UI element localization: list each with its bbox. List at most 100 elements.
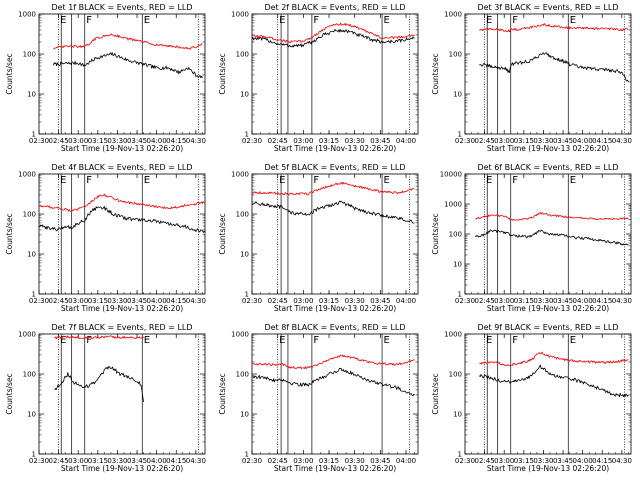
y-tick-label: 1000	[18, 331, 36, 339]
lld-series-line	[475, 211, 629, 221]
chart-title: Det 6f BLACK = Events, RED = LLD	[477, 163, 618, 172]
x-tick-label: 02:45	[49, 457, 69, 465]
plot-frame	[251, 333, 419, 455]
y-tick-label: 10	[27, 251, 36, 259]
y-tick-label: 10	[27, 411, 36, 419]
event-marker-label: E	[60, 15, 66, 26]
x-tick-label: 04:15	[592, 297, 612, 305]
x-tick-label: 03:15	[88, 137, 108, 145]
x-tick-label: 04:30	[186, 297, 206, 305]
y-tick-label: 100	[23, 211, 36, 219]
events-series-line	[251, 28, 415, 48]
detector-panel: Det 2f BLACK = Events, RED = LLD 1 10 100 10…	[213, 0, 426, 160]
x-tick-label: 03:45	[370, 137, 390, 145]
x-tick-label: 03:00	[68, 137, 88, 145]
lld-series-line	[251, 354, 415, 370]
x-axis-label: Start Time (19-Nov-13 02:26:20)	[61, 304, 183, 313]
lld-series-line	[53, 33, 203, 50]
event-marker-label: E	[279, 15, 285, 26]
x-tick-label: 04:15	[166, 137, 186, 145]
event-marker-label: E	[486, 335, 492, 346]
x-tick-label: 03:00	[293, 297, 313, 305]
detector-chart: Det 8f BLACK = Events, RED = LLD 1 10 100 10…	[218, 323, 419, 473]
events-series-line	[251, 200, 415, 224]
x-tick-label: 03:00	[68, 457, 88, 465]
x-tick-label: 04:30	[186, 137, 206, 145]
event-marker-label: F	[313, 335, 319, 346]
x-tick-label: 03:30	[345, 297, 365, 305]
x-tick-label: 02:30	[455, 297, 475, 305]
events-series-line	[479, 52, 629, 83]
events-series-line	[479, 364, 629, 398]
chart-title: Det 4f BLACK = Events, RED = LLD	[51, 163, 192, 172]
events-series-line	[52, 52, 203, 79]
event-marker-label: E	[570, 175, 576, 186]
x-tick-label: 03:15	[319, 297, 339, 305]
x-tick-label: 02:30	[455, 457, 475, 465]
detector-chart: Det 6f BLACK = Events, RED = LLD 1 10 100 10…	[431, 163, 632, 313]
x-tick-label: 03:00	[494, 297, 514, 305]
y-axis-label: Counts/sec	[431, 213, 440, 254]
x-tick-label: 04:00	[573, 137, 593, 145]
event-marker-label: E	[570, 335, 576, 346]
lld-series-line	[251, 181, 415, 196]
x-tick-label: 02:30	[242, 297, 262, 305]
x-axis-label: Start Time (19-Nov-13 02:26:20)	[487, 144, 609, 153]
detector-panel: Det 1f BLACK = Events, RED = LLD 1 10 100 10…	[0, 0, 213, 160]
event-marker-label: E	[486, 15, 492, 26]
detector-panel: Det 7f BLACK = Events, RED = LLD 1 10 100 10…	[0, 320, 213, 480]
event-marker-label: F	[86, 335, 92, 346]
x-axis-label: Start Time (19-Nov-13 02:26:20)	[274, 464, 396, 473]
plot-frame	[464, 333, 632, 455]
lld-series-line	[251, 22, 415, 44]
event-marker-label: E	[384, 175, 390, 186]
y-tick-label: 10	[240, 91, 249, 99]
x-axis-label: Start Time (19-Nov-13 02:26:20)	[274, 144, 396, 153]
x-tick-label: 04:30	[612, 457, 632, 465]
x-tick-label: 03:30	[107, 137, 127, 145]
plot-frame	[251, 173, 419, 295]
event-marker-label: E	[279, 335, 285, 346]
event-marker-label: F	[512, 175, 518, 186]
event-marker-label: E	[144, 175, 150, 186]
x-tick-label: 04:00	[573, 457, 593, 465]
x-tick-label: 04:15	[166, 457, 186, 465]
detector-chart: Det 3f BLACK = Events, RED = LLD 1 10 100 10…	[431, 3, 632, 153]
x-tick-label: 02:45	[475, 137, 495, 145]
x-tick-label: 03:45	[553, 137, 573, 145]
detector-chart: Det 4f BLACK = Events, RED = LLD 1 10 100 10…	[5, 163, 206, 313]
x-tick-label: 03:30	[107, 457, 127, 465]
x-tick-label: 03:45	[370, 297, 390, 305]
x-tick-label: 03:00	[68, 297, 88, 305]
y-tick-label: 1000	[18, 171, 36, 179]
y-tick-label: 1	[32, 451, 36, 459]
x-tick-label: 03:45	[127, 457, 147, 465]
lld-series-line	[38, 193, 206, 213]
y-tick-label: 10	[240, 411, 249, 419]
detector-chart: Det 5f BLACK = Events, RED = LLD 1 10 100 10…	[218, 163, 419, 313]
x-tick-label: 03:45	[127, 297, 147, 305]
lld-series-line	[479, 351, 629, 367]
y-tick-label: 100	[23, 51, 36, 59]
lld-series-line	[54, 335, 144, 340]
detector-chart: Det 9f BLACK = Events, RED = LLD 1 10 100 10…	[431, 323, 632, 473]
x-tick-label: 02:30	[242, 457, 262, 465]
y-axis-label: Counts/sec	[218, 213, 227, 254]
y-tick-label: 1000	[231, 331, 249, 339]
y-tick-label: 100	[449, 231, 462, 239]
x-tick-label: 02:45	[268, 297, 288, 305]
x-tick-label: 02:30	[29, 137, 49, 145]
x-tick-label: 03:15	[319, 457, 339, 465]
event-marker-label: E	[384, 15, 390, 26]
y-tick-label: 10	[453, 91, 462, 99]
event-marker-label: F	[86, 175, 92, 186]
detector-panel: Det 5f BLACK = Events, RED = LLD 1 10 100 10…	[213, 160, 426, 320]
event-marker-label: F	[512, 335, 518, 346]
x-tick-label: 03:00	[293, 457, 313, 465]
x-tick-label: 03:30	[107, 297, 127, 305]
events-series-line	[38, 206, 206, 233]
y-tick-label: 100	[236, 371, 249, 379]
event-marker-label: E	[570, 15, 576, 26]
chart-title: Det 5f BLACK = Events, RED = LLD	[264, 163, 405, 172]
